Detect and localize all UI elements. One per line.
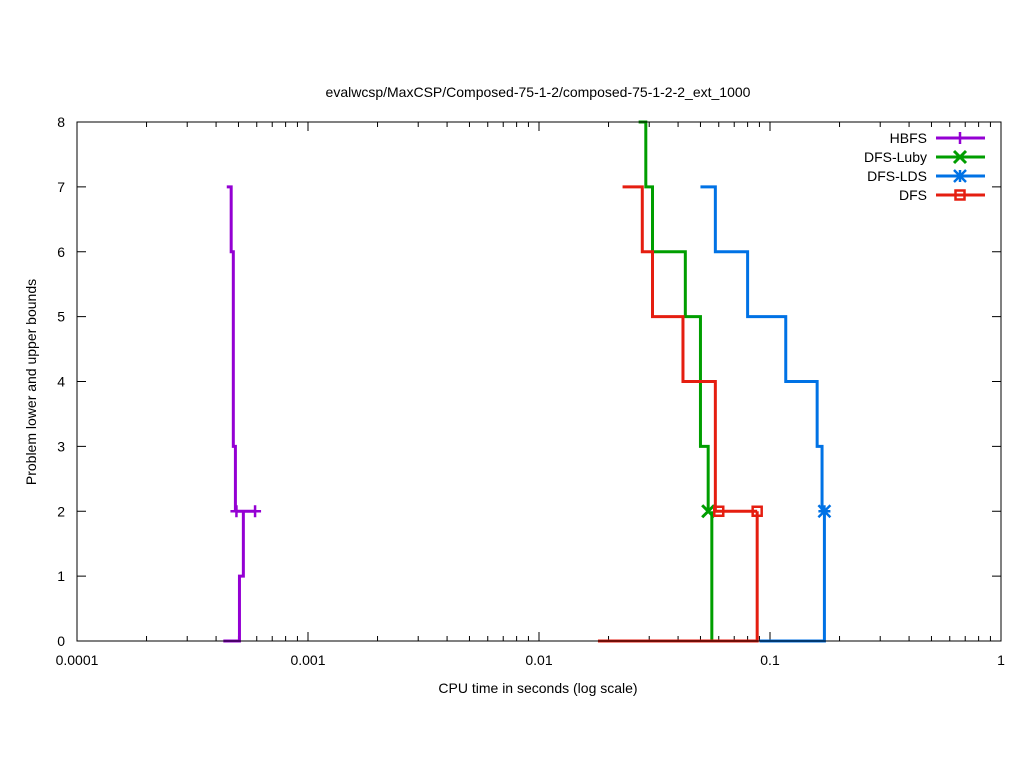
y-tick-label: 5 (57, 309, 65, 325)
y-tick-label: 2 (57, 503, 65, 519)
series-lower-bound-line (223, 509, 256, 643)
series-upper-bound-line (226, 185, 237, 512)
x-tick-label: 0.001 (290, 652, 325, 668)
series-dfs-lds (700, 185, 832, 643)
series-layer (223, 120, 832, 643)
legend-label: HBFS (890, 130, 927, 146)
legend-label: DFS (899, 187, 927, 203)
legend: HBFS DFS-Luby DFS-LDS DFS (864, 130, 985, 203)
x-tick-label: 0.1 (760, 652, 780, 668)
plot-frame (76, 121, 1002, 642)
y-tick-label: 4 (57, 374, 65, 390)
series-upper-bound-line (700, 185, 824, 512)
marker (954, 189, 966, 201)
series-upper-bound-line (622, 185, 758, 513)
legend-label: DFS-Luby (864, 149, 927, 165)
y-tick-label: 1 (57, 568, 65, 584)
y-tick-label: 0 (57, 633, 65, 649)
series-lower-bound-line (597, 511, 759, 643)
axis-ticks (76, 121, 1002, 642)
y-tick-label: 8 (57, 114, 65, 130)
x-axis-label: CPU time in seconds (log scale) (438, 680, 637, 696)
legend-label: DFS-LDS (867, 168, 927, 184)
marker (952, 149, 968, 165)
marker (701, 504, 716, 519)
x-tick-label: 0.01 (525, 652, 552, 668)
y-tick-label: 6 (57, 244, 65, 260)
series-lower-bound-line (759, 511, 826, 643)
y-tick-label: 3 (57, 438, 65, 454)
x-tick-label: 1 (997, 652, 1005, 668)
series-upper-bound-line (638, 120, 710, 512)
marker (713, 505, 725, 517)
chart-title: evalwcsp/MaxCSP/Composed-75-1-2/composed… (326, 84, 751, 100)
marker (751, 505, 763, 517)
tick-labels: 0 1 2 3 4 5 6 7 8 0.0001 0.001 0.01 0.1 1 (56, 114, 1006, 668)
series-dfs-luby (638, 120, 716, 641)
series-dfs (597, 185, 763, 643)
series-hbfs (223, 185, 262, 643)
x-tick-label: 0.0001 (56, 652, 99, 668)
y-tick-label: 7 (57, 179, 65, 195)
y-axis-label: Problem lower and upper bounds (23, 279, 39, 485)
